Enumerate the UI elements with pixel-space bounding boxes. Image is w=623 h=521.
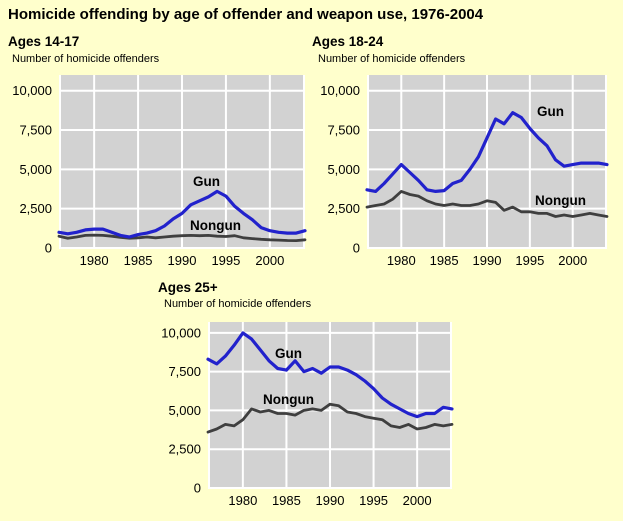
x-tick-label: 1985 — [430, 253, 459, 268]
x-tick-label: 1995 — [515, 253, 544, 268]
panel-title-ages-18-24: Ages 18-24 — [312, 34, 384, 49]
x-tick-label: 1990 — [473, 253, 502, 268]
y-tick-label: 10,000 — [320, 83, 360, 98]
panel-title-ages-25-plus: Ages 25+ — [158, 280, 218, 295]
y-tick-label: 0 — [194, 481, 201, 496]
x-tick-label: 1995 — [211, 253, 240, 268]
nongun-series-label: Nongun — [190, 218, 241, 233]
x-tick-label: 1980 — [228, 493, 257, 508]
line-chart-ages-14-17: 0 2,500 5,000 7,500 10,000 1980 1985 1990 1995 20… — [12, 75, 307, 268]
y-tick-label: 7,500 — [168, 364, 201, 379]
y-tick-label: 0 — [353, 241, 360, 256]
gun-series-label: Gun — [275, 346, 302, 361]
y-tick-label: 5,000 — [168, 403, 201, 418]
x-tick-label: 1985 — [272, 493, 301, 508]
panel-ylabel-ages-18-24: Number of homicide offenders — [318, 53, 466, 65]
x-tick-label: 2000 — [255, 253, 284, 268]
gun-line — [57, 189, 307, 239]
y-tick-label: 5,000 — [327, 162, 360, 177]
y-tick-label: 5,000 — [19, 162, 52, 177]
gun-series-label: Gun — [537, 104, 564, 119]
x-tick-label: 1980 — [387, 253, 416, 268]
y-tick-label: 2,500 — [327, 201, 360, 216]
page-title: Homicide offending by age of offender an… — [8, 6, 484, 23]
x-tick-label: 2000 — [403, 493, 432, 508]
x-tick-label: 1985 — [124, 253, 153, 268]
y-tick-label: 10,000 — [161, 325, 201, 340]
line-chart-ages-25-plus: 0 2,500 5,000 7,500 10,000 1980 1985 1990 1995 20… — [161, 322, 454, 508]
x-tick-label: 2000 — [558, 253, 587, 268]
x-tick-label: 1990 — [316, 493, 345, 508]
x-tick-label: 1995 — [359, 493, 388, 508]
y-tick-label: 0 — [45, 241, 52, 256]
nongun-line — [57, 233, 307, 243]
x-tick-label: 1980 — [80, 253, 109, 268]
x-tick-label: 1990 — [168, 253, 197, 268]
gun-line — [206, 331, 454, 419]
y-tick-label: 2,500 — [19, 201, 52, 216]
gun-series-label: Gun — [193, 174, 220, 189]
nongun-series-label: Nongun — [263, 392, 314, 407]
nongun-line — [206, 402, 454, 434]
panel-ylabel-ages-14-17: Number of homicide offenders — [12, 53, 160, 65]
y-tick-label: 7,500 — [19, 123, 52, 138]
nongun-series-label: Nongun — [535, 193, 586, 208]
y-tick-label: 2,500 — [168, 442, 201, 457]
panel-ylabel-ages-25-plus: Number of homicide offenders — [164, 298, 312, 310]
gun-line — [365, 111, 609, 194]
panel-title-ages-14-17: Ages 14-17 — [8, 34, 80, 49]
line-chart-ages-18-24: 0 2,500 5,000 7,500 10,000 1980 1985 1990 1995 20… — [320, 75, 609, 268]
y-tick-label: 10,000 — [12, 83, 52, 98]
nongun-line — [365, 190, 609, 218]
y-tick-label: 7,500 — [327, 123, 360, 138]
